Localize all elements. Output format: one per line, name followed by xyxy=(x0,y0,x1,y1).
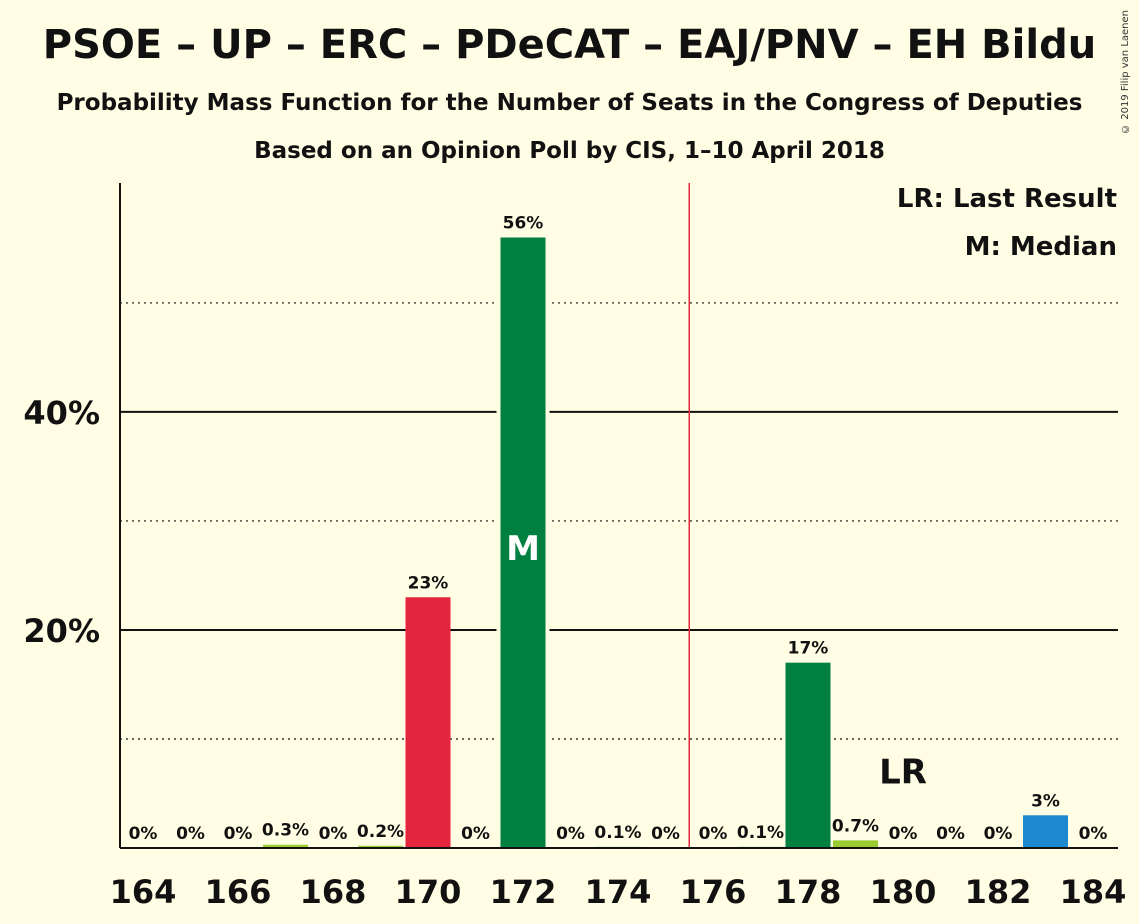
bar-value-label: 0% xyxy=(699,824,728,844)
bar xyxy=(785,662,831,848)
bar-value-label: 0% xyxy=(176,824,205,844)
chart-source: Based on an Opinion Poll by CIS, 1–10 Ap… xyxy=(254,138,885,164)
bar-value-label: 0.1% xyxy=(594,823,641,843)
bar-value-label: 0.3% xyxy=(262,821,309,841)
y-tick-label: 20% xyxy=(23,612,100,650)
x-tick-label: 168 xyxy=(300,873,367,911)
legend-last-result: LR: Last Result xyxy=(896,184,1117,214)
y-tick-label: 40% xyxy=(23,394,100,432)
x-tick-label: 170 xyxy=(395,873,462,911)
bar-value-label: 0% xyxy=(984,824,1013,844)
bar xyxy=(405,597,451,848)
chart-title: PSOE – UP – ERC – PDeCAT – EAJ/PNV – EH … xyxy=(42,22,1097,68)
x-tick-label: 176 xyxy=(680,873,747,911)
bar-value-label: 0% xyxy=(224,824,253,844)
x-tick-label: 178 xyxy=(775,873,842,911)
x-tick-label: 164 xyxy=(110,873,177,911)
bar-value-label: 0.1% xyxy=(737,823,784,843)
bar-value-label: 3% xyxy=(1031,791,1060,811)
x-tick-label: 166 xyxy=(205,873,272,911)
bar-value-label: 56% xyxy=(503,214,544,234)
bar-value-label: 0% xyxy=(651,824,680,844)
bar-value-label: 0% xyxy=(1079,824,1108,844)
x-tick-label: 174 xyxy=(585,873,652,911)
bar-value-label: 0% xyxy=(129,824,158,844)
bar xyxy=(500,237,546,849)
last-result-marker: LR xyxy=(879,753,927,793)
x-tick-label: 172 xyxy=(490,873,557,911)
bar-value-label: 0% xyxy=(556,824,585,844)
bar-value-label: 0% xyxy=(936,824,965,844)
bar-value-label: 0% xyxy=(461,824,490,844)
bar-value-label: 23% xyxy=(408,573,449,593)
bar-value-label: 0.2% xyxy=(357,822,404,842)
bar-value-label: 0% xyxy=(319,824,348,844)
x-tick-label: 182 xyxy=(965,873,1032,911)
bar xyxy=(358,845,403,848)
x-tick-label: 184 xyxy=(1060,873,1127,911)
x-tick-label: 180 xyxy=(870,873,937,911)
median-marker: M xyxy=(506,529,540,569)
chart-subtitle: Probability Mass Function for the Number… xyxy=(56,90,1083,116)
legend-median: M: Median xyxy=(964,232,1117,262)
bar-value-label: 17% xyxy=(788,639,829,659)
bar xyxy=(833,840,878,848)
bar-value-label: 0.7% xyxy=(832,816,879,836)
bar-value-label: 0% xyxy=(889,824,918,844)
bar xyxy=(263,844,308,848)
bar xyxy=(1023,815,1068,848)
